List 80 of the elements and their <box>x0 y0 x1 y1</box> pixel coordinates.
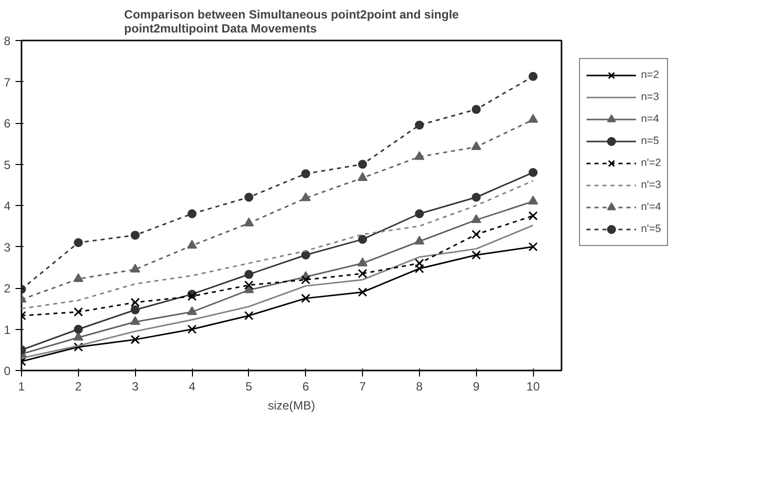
point <box>301 275 310 284</box>
point <box>358 268 368 278</box>
point <box>130 305 140 314</box>
point <box>358 234 368 244</box>
legend-label: n'=2 <box>641 157 662 169</box>
chart-title: Comparison between Simultaneous point2point and single point2multipoint Data Movements <box>124 8 460 36</box>
point <box>74 324 83 334</box>
point <box>414 264 424 274</box>
point <box>244 311 254 320</box>
point <box>358 160 368 169</box>
point <box>528 114 538 123</box>
point <box>471 214 482 224</box>
legend-label: n=4 <box>641 113 660 125</box>
y-tick-label: 7 <box>4 75 11 90</box>
point <box>414 120 424 130</box>
point <box>414 151 424 160</box>
point <box>244 270 254 279</box>
point <box>472 104 481 114</box>
point <box>528 196 538 204</box>
x-tick-label: 9 <box>472 380 480 394</box>
y-tick-label: 5 <box>4 158 11 172</box>
point <box>528 211 538 220</box>
point <box>300 192 311 202</box>
x-tick-label: 8 <box>416 380 424 394</box>
point <box>187 306 198 316</box>
point <box>130 334 140 344</box>
point <box>130 230 140 240</box>
point <box>472 192 481 202</box>
point <box>187 324 197 334</box>
point <box>73 273 84 282</box>
legend-label: n=2 <box>641 69 660 81</box>
y-tick-label: 4 <box>4 199 11 213</box>
point <box>74 238 83 248</box>
point <box>414 236 424 244</box>
point <box>244 192 254 202</box>
point <box>188 209 197 218</box>
line-series <box>22 224 534 359</box>
y-tick-label: 6 <box>4 116 11 130</box>
point <box>358 258 368 266</box>
x-tick-label: 7 <box>359 380 366 394</box>
x-tick-label: 2 <box>75 380 82 394</box>
point <box>358 287 368 297</box>
x-tick-label: 4 <box>188 380 196 394</box>
legend-label: n'=4 <box>641 201 662 213</box>
legend-label: n'=5 <box>641 223 662 235</box>
y-tick-label: 2 <box>4 282 11 296</box>
x-tick-label: 3 <box>132 380 139 394</box>
point <box>74 307 83 317</box>
x-tick-label: 10 <box>526 380 540 394</box>
y-tick-label: 0 <box>4 364 11 378</box>
point <box>187 240 198 249</box>
line-series <box>22 180 534 310</box>
point <box>244 280 254 290</box>
point <box>74 342 83 352</box>
point <box>301 294 310 303</box>
point <box>244 218 254 226</box>
point <box>472 230 481 240</box>
y-tick-label: 3 <box>4 240 11 254</box>
y-tick-label: 8 <box>4 34 11 48</box>
point <box>130 316 140 325</box>
point <box>414 258 424 268</box>
point <box>528 72 538 81</box>
legend-label: n=3 <box>641 91 660 103</box>
point <box>528 242 538 252</box>
point <box>301 169 310 178</box>
x-axis-title: size(MB) <box>268 398 316 412</box>
x-tick-label: 5 <box>246 380 253 394</box>
legend-label: n=5 <box>641 135 660 147</box>
point <box>472 250 481 260</box>
point <box>528 168 538 177</box>
point <box>130 298 140 308</box>
x-tick-label: 1 <box>18 380 26 394</box>
point <box>414 209 424 218</box>
y-tick-label: 1 <box>4 322 11 337</box>
point <box>301 250 310 260</box>
point <box>471 141 482 150</box>
point <box>358 172 368 181</box>
point <box>130 264 140 273</box>
legend-label: n'=3 <box>641 179 662 191</box>
x-tick-label: 6 <box>302 380 310 394</box>
